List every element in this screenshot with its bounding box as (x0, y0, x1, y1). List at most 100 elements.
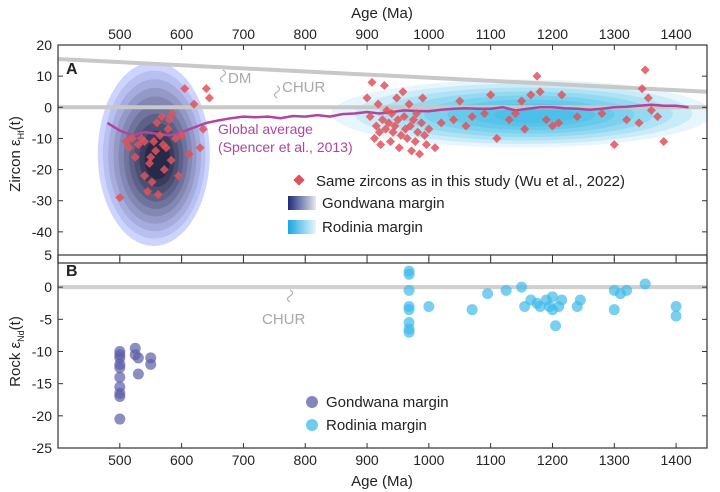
y-tick-label: -5 (40, 311, 53, 327)
zircon-point (404, 99, 414, 109)
legend-zircon-marker-icon (293, 174, 305, 186)
zircon-point (174, 171, 184, 181)
rock-point (466, 304, 478, 316)
zircon-point (486, 90, 496, 100)
zircon-point (637, 84, 647, 94)
rock-point (621, 284, 633, 296)
x-tick-label-top: 700 (232, 26, 256, 42)
zircon-point (461, 121, 471, 131)
x-tick-label-top: 600 (170, 26, 194, 42)
zircon-point (479, 108, 490, 119)
y-axis-title: Zircon εHf(t) (7, 116, 26, 192)
y-axis-title-sub: Hf (16, 130, 26, 139)
rock-point (482, 288, 494, 300)
zircon-point (387, 108, 397, 119)
zircon-point (144, 158, 155, 168)
y-axis-title-prefix: Zircon (7, 146, 24, 192)
y-tick-label: -10 (32, 130, 52, 146)
legend-rodinia-dot-icon (306, 419, 318, 431)
zircon-point (180, 84, 190, 94)
rock-point (546, 291, 558, 303)
rock-point (670, 300, 682, 312)
legend-gondwana-label: Gondwana margin (322, 195, 445, 212)
dm-line (58, 57, 707, 94)
zircon-point (365, 112, 375, 122)
rock-point (574, 294, 586, 306)
panel-a-legend: Same zircons as in this study (Wu et al.… (288, 173, 625, 236)
rock-point (423, 300, 435, 312)
global-average-line (106, 103, 689, 137)
rock-point (403, 268, 415, 280)
rodinia-density-contour (424, 95, 635, 134)
zircon-point (124, 143, 134, 153)
zircon-point (133, 140, 143, 150)
y-axis-title-sub: Nd (16, 330, 26, 342)
panel-b-letter: B (66, 263, 78, 280)
x-tick-label-top: 1000 (413, 26, 444, 42)
global-average-citation: (Spencer et al., 2013) (218, 139, 353, 155)
y-tick-label: -25 (32, 440, 52, 456)
zircon-point (166, 155, 176, 165)
legend-zircon-label: Same zircons as in this study (Wu et al.… (316, 173, 625, 190)
zircon-point (146, 152, 156, 162)
rock-point (145, 358, 157, 370)
rock-point (114, 413, 126, 425)
zircon-point (140, 137, 150, 147)
zircon-point (379, 80, 389, 91)
zircon-point (157, 112, 167, 122)
panel-b-legend: Gondwana margin Rodinia margin (306, 394, 449, 434)
zircon-point (152, 118, 162, 128)
legend-gondwana-dot-icon (306, 396, 318, 408)
y-axis-title-prefix: Rock (7, 349, 24, 387)
zircon-point (416, 118, 426, 128)
zircon-point (159, 165, 169, 175)
y-tick-label: -10 (32, 344, 52, 360)
x-tick-label-top: 900 (355, 26, 379, 42)
y-axis-title-symbol: ε (7, 139, 24, 146)
bottom-axis-title: Age (Ma) (351, 473, 413, 490)
x-tick-label: 900 (355, 452, 379, 468)
x-tick-label: 1300 (599, 452, 630, 468)
chur-b-leader-icon (286, 289, 294, 303)
zircon-point (408, 115, 418, 125)
zircon-point (526, 90, 536, 100)
rock-point (516, 281, 528, 293)
panel-a-axes: 500 600 700 800 900 1000 1100 1200 1300 1400 20 10 0… (7, 26, 708, 264)
rock-point (403, 284, 415, 296)
zircon-point (147, 177, 157, 187)
zircon-point (411, 108, 422, 119)
rock-point (670, 310, 682, 322)
zircon-point (405, 121, 415, 131)
y-tick-label: -30 (32, 193, 52, 209)
dm-label: DM (228, 70, 251, 87)
chur-label-a: CHUR (282, 79, 325, 96)
rock-point (132, 352, 144, 364)
zircon-point (374, 127, 384, 137)
x-tick-label-top: 1100 (476, 26, 506, 42)
y-tick-label: -20 (32, 408, 52, 424)
y-axis-title-symbol: ε (7, 342, 24, 349)
top-axis-title: Age (Ma) (351, 5, 413, 22)
x-tick-label-top: 1200 (537, 26, 568, 42)
y-tick-label: -40 (32, 224, 52, 240)
y-tick-label: -15 (32, 376, 52, 392)
x-tick-label: 800 (294, 452, 318, 468)
zircon-point (373, 99, 383, 109)
y-tick-label: -20 (32, 162, 52, 178)
zircon-point (436, 118, 446, 128)
global-average-curve (106, 103, 689, 137)
reference-lines (58, 57, 707, 110)
zircon-point (369, 133, 379, 143)
zircon-point (367, 77, 377, 87)
zircon-point (121, 137, 131, 147)
y-axis-title: Rock εNd(t) (7, 316, 26, 387)
x-tick-label: 500 (108, 452, 132, 468)
rock-point (132, 368, 144, 380)
dm-leader-icon (219, 69, 227, 83)
zircon-point (418, 93, 428, 103)
rock-point (403, 326, 415, 338)
zircon-point (164, 115, 174, 125)
x-tick-label: 700 (232, 452, 256, 468)
zircon-point (430, 143, 440, 153)
